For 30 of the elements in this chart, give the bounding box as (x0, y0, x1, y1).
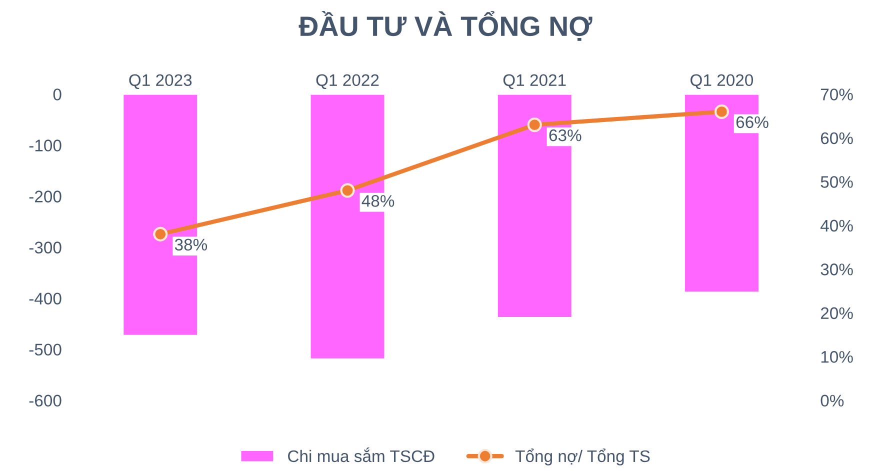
chart-title: ĐẦU TƯ VÀ TỔNG NỢ (298, 10, 592, 41)
data-label: 66% (736, 116, 768, 128)
y-tick-label: -300 (29, 242, 62, 254)
y-tick-label: 0 (53, 88, 62, 100)
legend-label: Chi mua sắm TSCĐ (288, 448, 434, 462)
point (340, 183, 355, 198)
y-tick-label: -100 (29, 140, 62, 152)
y2-tick-label: 20% (820, 307, 853, 320)
point (527, 118, 542, 132)
y2-tick-label: 0% (820, 394, 844, 407)
y-tick-label: -500 (29, 344, 62, 356)
y-tick-label: -200 (29, 190, 62, 202)
x-tick-label: Q1 2023 (129, 74, 192, 90)
point (714, 104, 730, 119)
x-tick-label: Q1 2021 (503, 74, 566, 90)
y2-tick-label: 50% (820, 176, 853, 188)
x-tick-label: Q1 2020 (690, 74, 754, 90)
point (153, 226, 168, 242)
legend-label: Tổng nợ/ Tổng TS (515, 448, 650, 466)
y2-tick-label: 60% (820, 132, 853, 144)
data-label: 63% (549, 129, 582, 142)
y2-tick-label: 10% (821, 351, 853, 363)
y2-tick-label: 70% (820, 88, 853, 100)
y-tick-label: -600 (29, 394, 62, 407)
data-label: 38% (174, 238, 208, 251)
y-tick-label: -400 (29, 292, 62, 305)
y2-tick-label: 30% (820, 264, 853, 276)
y2-tick-label: 40% (820, 220, 853, 232)
x-tick-label: Q1 2022 (316, 74, 379, 90)
data-label: 48% (362, 195, 394, 207)
